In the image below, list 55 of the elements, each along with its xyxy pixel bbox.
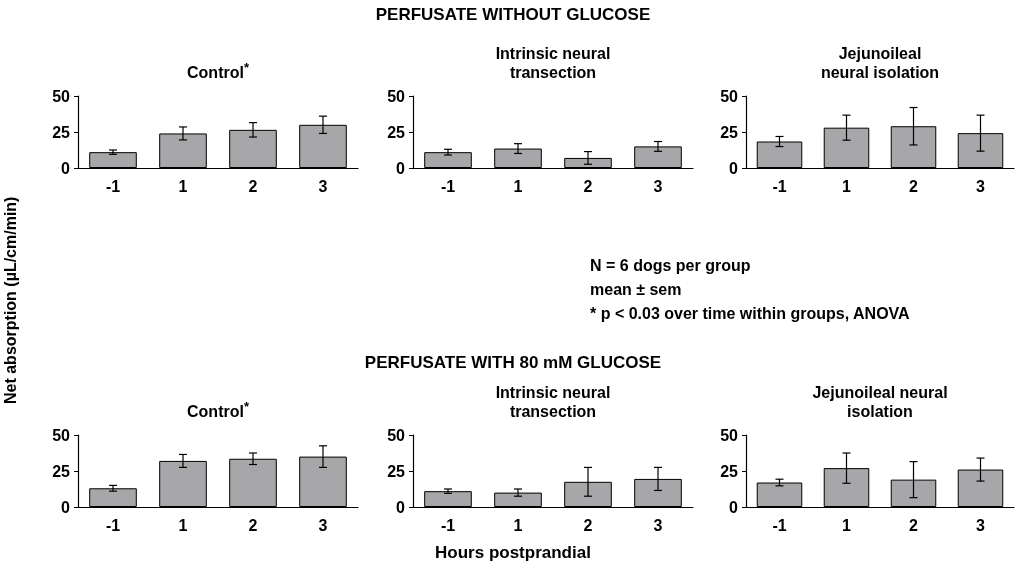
x-tick-label: 3 [318,177,328,195]
x-tick-label: 2 [248,516,258,534]
text: N = 6 dogs per group [590,257,751,274]
y-tick-label: 50 [387,87,406,105]
x-tick-label: -1 [105,516,121,534]
y-tick-label: 25 [387,462,406,480]
x-tick-label: 3 [976,177,986,195]
x-tick-label: 3 [976,516,986,534]
y-tick-label: 25 [52,123,71,141]
text: PERFUSATE WITHOUT GLUCOSE [374,4,652,26]
y-tick-label: 25 [720,462,739,480]
x-tick-label: 2 [583,516,593,534]
x-axis-title: Hours postprandial [434,543,592,563]
x-tick-label: 1 [842,516,852,534]
text: PERFUSATE WITH 80 mM GLUCOSE [364,353,662,372]
y-tick-label: 50 [720,87,739,105]
y-tick-label: 0 [396,159,406,177]
y-tick-label: 0 [396,498,406,516]
x-tick-label: 1 [513,177,523,195]
chart-title: Intrinsic neural transection [494,44,612,82]
y-tick-label: 25 [387,123,406,141]
x-tick-label: 1 [513,516,523,534]
y-tick-label: 50 [387,426,406,444]
x-tick-label: 3 [318,516,328,534]
y-tick-label: 0 [729,498,739,516]
y-tick-label: 50 [52,87,71,105]
y-tick-label: 50 [720,426,739,444]
x-tick-label: 2 [583,177,593,195]
x-tick-label: 1 [842,177,852,195]
y-axis-title: Net absorption (µL/cm/min) [2,196,20,404]
x-tick-label: -1 [105,177,121,195]
x-tick-label: 1 [178,516,188,534]
x-tick-label: 3 [653,516,663,534]
chart-title: Jejunoileal neural isolation [811,383,949,421]
chart-title: Jejunoileal neural isolation [819,44,941,82]
x-tick-label: -1 [772,516,787,534]
x-tick-label: 3 [653,177,663,195]
y-tick-label: 0 [61,498,71,516]
y-tick-label: 0 [729,159,739,177]
chart-title: Control$^{*}$ [186,58,250,82]
y-tick-label: 0 [61,159,71,177]
text: * p < 0.03 over time within groups, ANOVA [590,305,910,322]
y-tick-label: 25 [52,462,71,480]
chart-title: Intrinsic neural transection [494,383,612,421]
x-tick-label: 1 [178,177,188,195]
y-tick-label: 50 [52,426,71,444]
x-tick-label: 2 [248,177,258,195]
x-tick-label: -1 [772,177,787,195]
chart-title: Control$^{*}$ [186,397,250,421]
x-tick-label: 2 [909,177,919,195]
x-tick-label: -1 [440,177,456,195]
x-tick-label: -1 [440,516,456,534]
text: mean ± sem [590,281,682,298]
x-tick-label: 2 [909,516,919,534]
y-tick-label: 25 [720,123,739,141]
